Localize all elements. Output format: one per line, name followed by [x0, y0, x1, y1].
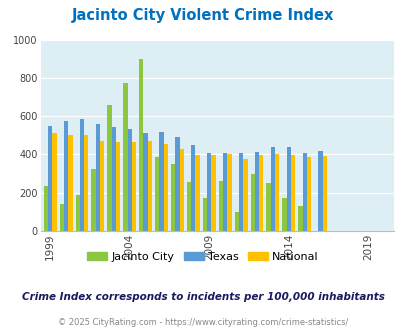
- Bar: [44, 186, 48, 231]
- Bar: [100, 141, 104, 231]
- Bar: [195, 155, 199, 231]
- Bar: [234, 212, 238, 231]
- Bar: [116, 142, 120, 231]
- Bar: [270, 147, 274, 231]
- Bar: [281, 197, 286, 231]
- Bar: [68, 135, 72, 231]
- Bar: [227, 154, 231, 231]
- Bar: [111, 127, 116, 231]
- Bar: [143, 133, 147, 231]
- Bar: [147, 141, 152, 231]
- Bar: [132, 142, 136, 231]
- Bar: [80, 119, 84, 231]
- Bar: [107, 105, 111, 231]
- Bar: [123, 83, 127, 231]
- Bar: [159, 132, 163, 231]
- Bar: [84, 135, 88, 231]
- Bar: [179, 149, 183, 231]
- Bar: [254, 151, 258, 231]
- Text: © 2025 CityRating.com - https://www.cityrating.com/crime-statistics/: © 2025 CityRating.com - https://www.city…: [58, 318, 347, 327]
- Bar: [306, 157, 310, 231]
- Bar: [222, 153, 227, 231]
- Bar: [191, 145, 195, 231]
- Bar: [211, 155, 215, 231]
- Bar: [163, 144, 168, 231]
- Bar: [243, 159, 247, 231]
- Bar: [60, 204, 64, 231]
- Bar: [48, 126, 52, 231]
- Bar: [290, 155, 294, 231]
- Bar: [250, 174, 254, 231]
- Bar: [96, 124, 100, 231]
- Bar: [322, 156, 326, 231]
- Bar: [274, 154, 279, 231]
- Bar: [186, 182, 191, 231]
- Text: Crime Index corresponds to incidents per 100,000 inhabitants: Crime Index corresponds to incidents per…: [21, 292, 384, 302]
- Bar: [75, 195, 80, 231]
- Bar: [298, 206, 302, 231]
- Bar: [318, 150, 322, 231]
- Text: Jacinto City Violent Crime Index: Jacinto City Violent Crime Index: [72, 8, 333, 23]
- Bar: [286, 147, 290, 231]
- Bar: [139, 59, 143, 231]
- Bar: [155, 157, 159, 231]
- Bar: [175, 137, 179, 231]
- Bar: [218, 181, 222, 231]
- Legend: Jacinto City, Texas, National: Jacinto City, Texas, National: [83, 248, 322, 267]
- Bar: [91, 169, 96, 231]
- Bar: [238, 153, 243, 231]
- Bar: [127, 129, 132, 231]
- Bar: [302, 152, 306, 231]
- Bar: [207, 153, 211, 231]
- Bar: [52, 133, 56, 231]
- Bar: [171, 164, 175, 231]
- Bar: [258, 155, 263, 231]
- Bar: [64, 121, 68, 231]
- Bar: [202, 197, 207, 231]
- Bar: [266, 183, 270, 231]
